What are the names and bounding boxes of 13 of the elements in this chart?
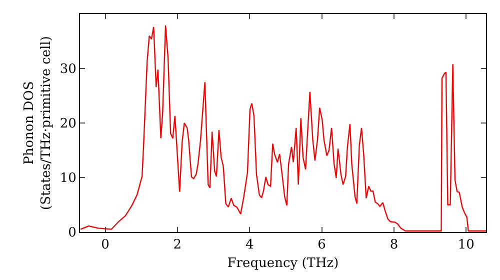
x-tick-label: 10 [458, 238, 474, 253]
x-axis-title: Frequency (THz) [227, 256, 339, 272]
x-tick-label: 4 [245, 238, 254, 253]
y-axis-title: Phonon DOS (States/THz·primitive cell) [22, 36, 54, 210]
x-tick-label: 0 [101, 238, 110, 253]
x-tick-label: 6 [318, 238, 326, 253]
line-series [80, 24, 486, 232]
y-tick-label: 30 [60, 62, 76, 78]
x-tick-label: 8 [390, 238, 398, 253]
y-tick-label: 10 [60, 171, 76, 186]
y-tick-label: 20 [60, 116, 76, 132]
y-tick-label: 0 [68, 226, 76, 241]
x-tick-label: 2 [173, 238, 182, 253]
